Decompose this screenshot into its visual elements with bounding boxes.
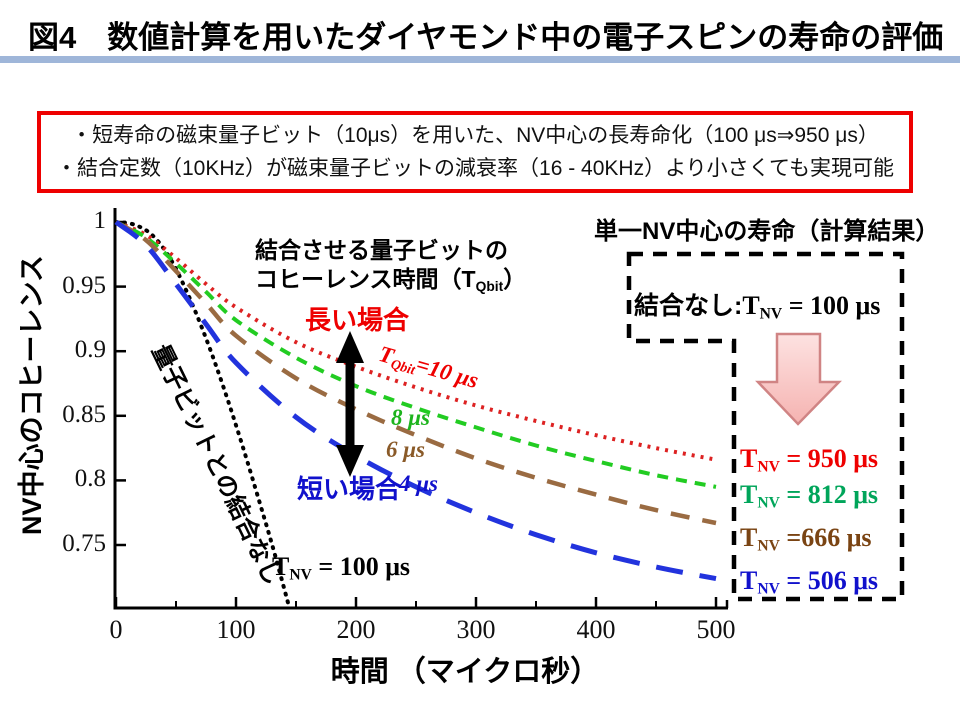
title-accent-bar — [0, 56, 960, 63]
y-tick-label: 0.85 — [62, 400, 106, 428]
long-case-label: 長い場合 — [305, 305, 410, 335]
y-tick-label: 0.9 — [74, 336, 106, 364]
x-tick-label: 500 — [696, 615, 736, 644]
tnv-result: TNV = 950 μs — [740, 444, 879, 476]
no-coupling-result: 結合なし:TNV = 100 μs — [634, 291, 881, 323]
x-tick-label: 0 — [109, 615, 123, 644]
x-axis-title: 時間 （マイクロ秒） — [330, 656, 600, 688]
long-short-arrow — [336, 331, 364, 477]
summary-line-2: ・結合定数（10KHz）が磁束量子ビットの減衰率（16 - 40KHz）より小さ… — [56, 157, 894, 180]
down-block-arrow-icon — [755, 332, 842, 426]
x-tick-label: 100 — [216, 615, 256, 644]
tnv-result: TNV = 812 μs — [740, 480, 879, 512]
y-tick-label: 0.8 — [74, 465, 106, 493]
y-tick-label: 0.75 — [62, 530, 106, 557]
curve-label-8us: 8 μs — [391, 405, 430, 430]
short-case-label: 短い場合 — [297, 474, 402, 504]
no-coupling-label: 結合なし: — [634, 292, 743, 320]
summary-line-1: ・短寿命の磁束量子ビット（10μs）を用いた、NV中心の長寿命化（100 μs⇒… — [71, 124, 879, 147]
curve-label-6us: 6 μs — [386, 437, 425, 462]
coupling-qubit-header: 結合させる量子ビットの コヒーレンス時間（TQbit） — [255, 236, 526, 294]
coupling-header-line1: 結合させる量子ビットの — [255, 237, 508, 263]
x-tick-label: 300 — [456, 615, 496, 644]
y-tick-label: 0.95 — [62, 271, 106, 299]
tnv-result: TNV = 506 μs — [740, 566, 879, 598]
x-tick-label: 200 — [336, 615, 376, 644]
curve-label-4us: 4 μs — [399, 471, 438, 496]
coupling-header-line2: コヒーレンス時間（TQbit） — [255, 266, 527, 294]
page-title: 図4 数値計算を用いたダイヤモンド中の電子スピンの寿命の評価 — [28, 20, 944, 55]
x-tick-label: 400 — [576, 615, 616, 644]
summary-box: ・短寿命の磁束量子ビット（10μs）を用いた、NV中心の長寿命化（100 μs⇒… — [37, 111, 913, 193]
result-panel-header: 単一NV中心の寿命（計算結果） — [594, 218, 940, 245]
tnv-100-label: TNV = 100 μs — [272, 552, 411, 584]
tnv-result: TNV =666 μs — [740, 523, 872, 555]
curve-label-tqbit-10us: TQbit=10 μs — [376, 341, 482, 394]
y-tick-label: 1 — [93, 207, 107, 234]
